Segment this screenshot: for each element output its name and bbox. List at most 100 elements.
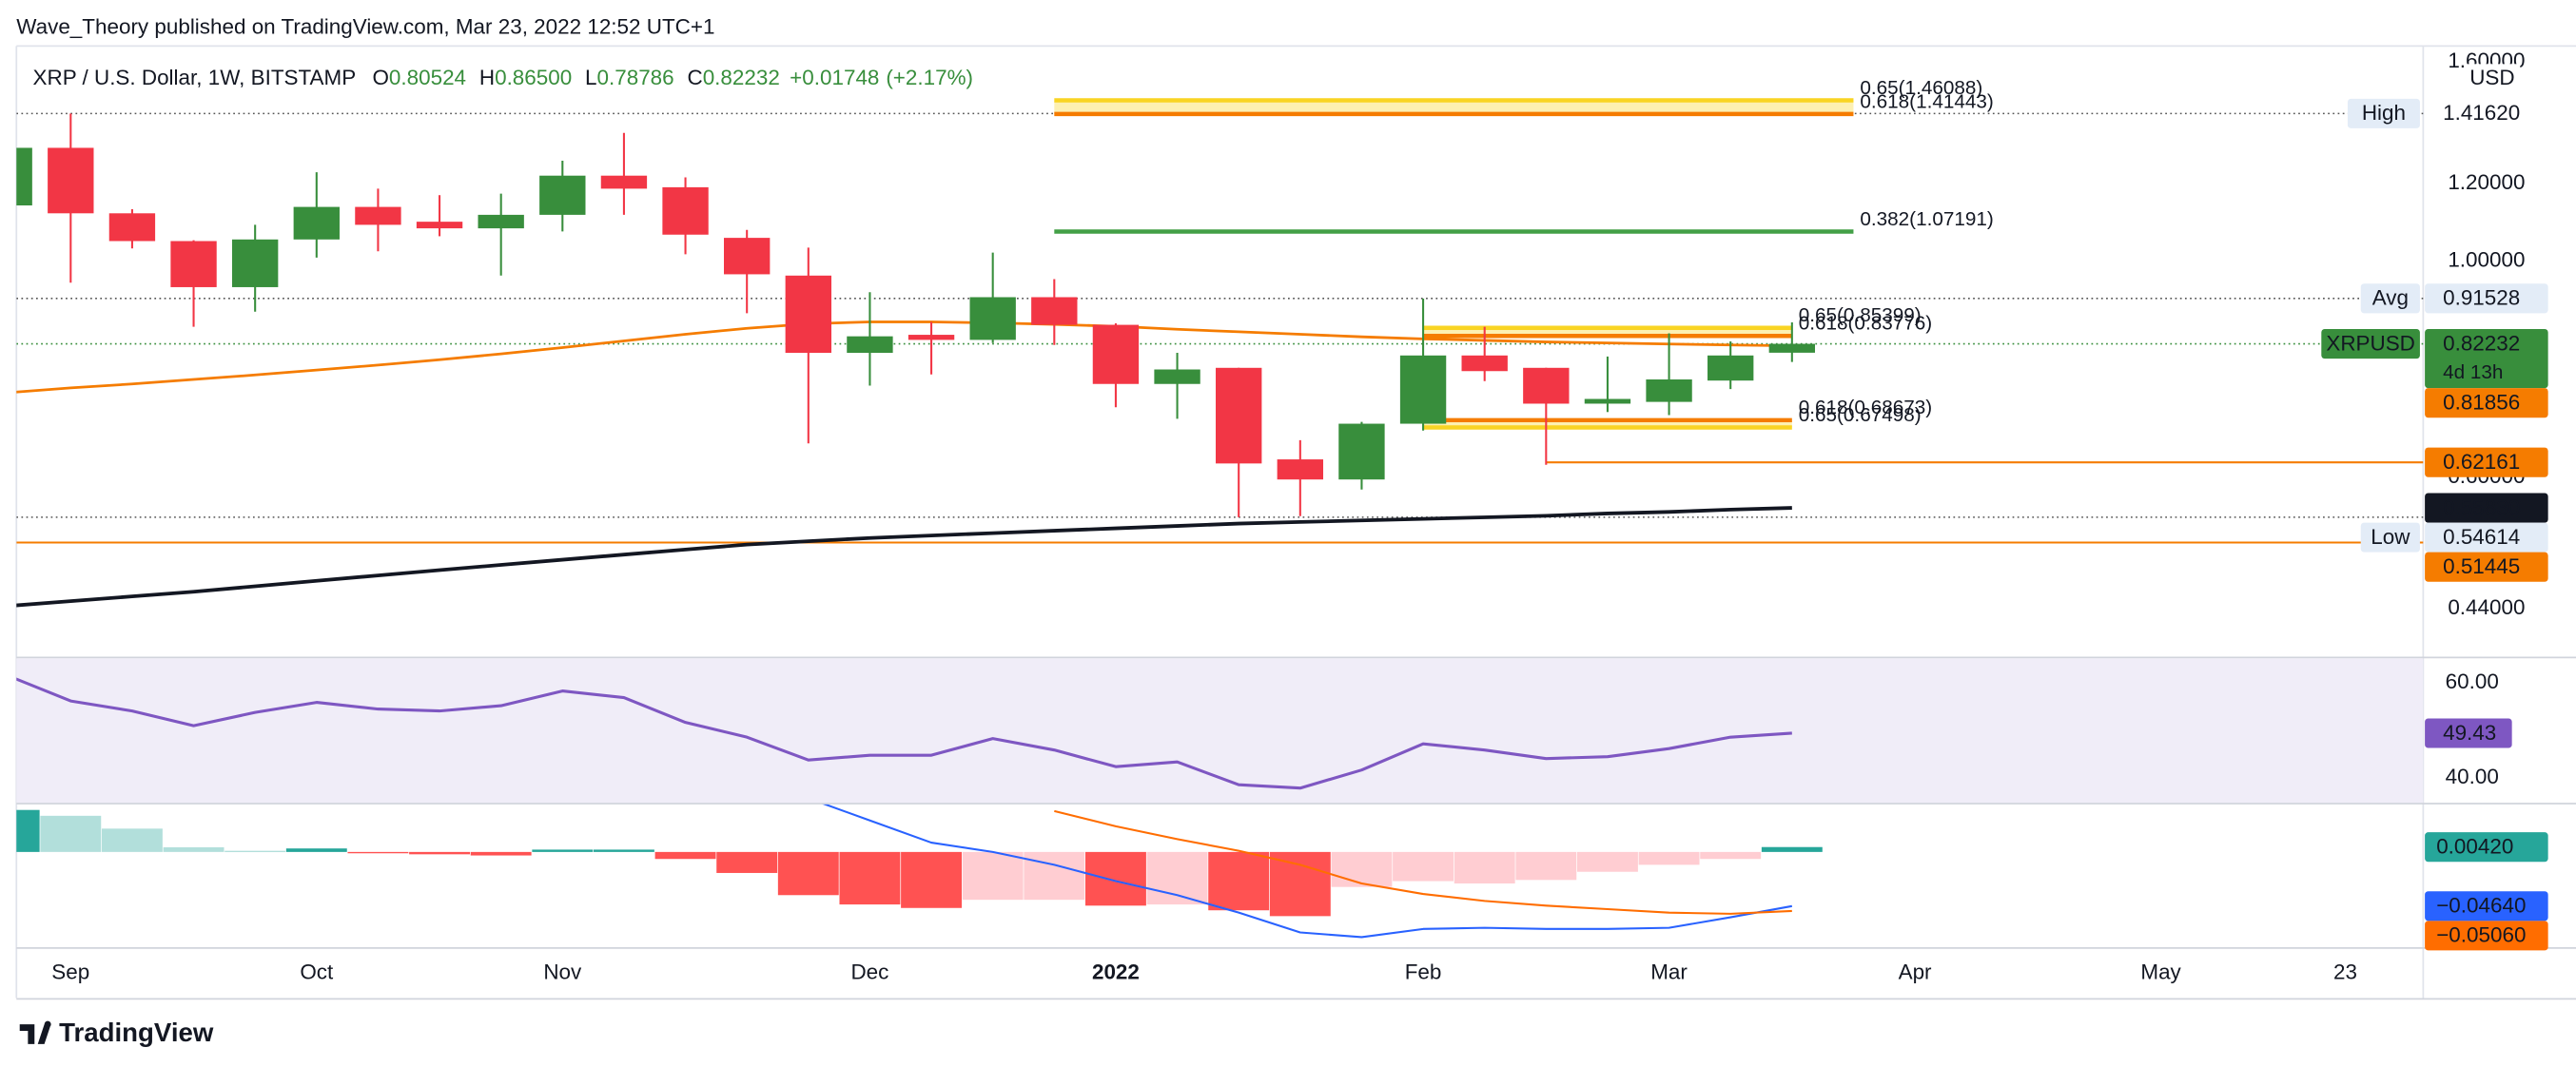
macd-histogram-bar [1454, 851, 1515, 884]
price-tag-label: 0.81856 [2443, 390, 2520, 414]
candle-body [1277, 459, 1323, 480]
price-tag [2425, 552, 2548, 582]
macd-histogram-bar [839, 851, 901, 905]
y-tick-label: 1.00000 [2448, 247, 2525, 271]
brand: TradingView [59, 1018, 214, 1047]
macd-histogram-bar [101, 828, 163, 852]
legend-value: 0.80524 [389, 66, 466, 89]
macd-histogram-bar [347, 851, 409, 854]
macd-histogram-bar [1638, 851, 1700, 865]
candle-body [969, 297, 1016, 340]
fib-zone [1423, 327, 1792, 337]
rsi-pane [16, 658, 2424, 804]
candle-body [108, 213, 156, 242]
fib-label: 0.65(0.67498) [1799, 404, 1922, 426]
x-tick-label: Apr [1899, 960, 1932, 984]
publisher: Wave_Theory published on TradingView.com… [16, 14, 714, 38]
fib-label: 0.618(0.68673) [1799, 397, 1932, 418]
candle-body [1646, 379, 1692, 402]
price-tag [2425, 493, 2548, 523]
y-tick-label: 1.20000 [2448, 170, 2525, 194]
fib-label: 0.65(0.85399) [1799, 304, 1922, 326]
price-tag-label: 0.55830 [2443, 495, 2520, 519]
legend-key: H [479, 66, 495, 89]
macd-histogram-bar [777, 851, 839, 896]
legend-change-percent: (+2.17%) [886, 66, 973, 89]
candle-body [48, 147, 94, 214]
macd-line [1054, 809, 1792, 915]
candle-body [293, 206, 340, 240]
x-tick-label: 23 [2333, 960, 2357, 984]
macd-histogram-bar [470, 851, 532, 856]
x-tick-label: Feb [1405, 960, 1442, 984]
rsi-band [16, 658, 2424, 804]
price-tag-label: 0.51445 [2443, 554, 2520, 578]
price-tag-countdown: 4d 13h [2443, 361, 2503, 383]
price-tag-label: 0.82232 [2443, 331, 2520, 355]
legend-change: +0.01748 [790, 66, 879, 89]
macd-histogram-bar [1576, 851, 1638, 872]
macd-histogram-bar [1331, 851, 1393, 887]
price-tag [2425, 98, 2548, 128]
fib-label: 0.65(1.46088) [1860, 77, 1982, 99]
price-tag-title-box [2347, 98, 2420, 128]
candle-body [231, 239, 279, 287]
price-tag-title: High [2362, 101, 2406, 125]
macd-tag [2425, 832, 2548, 863]
price-tag-title-box [2360, 283, 2420, 314]
x-tick-label: Mar [1650, 960, 1688, 984]
rsi-line [16, 677, 1792, 790]
rsi-tag-label: 49.43 [2443, 721, 2496, 745]
legend: XRP / U.S. Dollar, 1W, BITSTAMP O0.80524 H… [33, 66, 973, 89]
macd-histogram-bar [593, 849, 654, 852]
y-tick-label: 0.44000 [2448, 595, 2525, 619]
x-tick-label: May [2140, 960, 2181, 984]
macd-histogram-bar [285, 848, 347, 852]
price-tags: 1.41620 High 0.91528 Avg 0.82232 4d 13h XRPUSD… [2321, 98, 2548, 951]
candle-body [1461, 355, 1508, 372]
currency: USD [2469, 66, 2514, 89]
candle-body [539, 175, 586, 215]
macd-tag-label: 0.00420 [2436, 835, 2513, 859]
price-tag [2425, 522, 2548, 553]
x-tick-label: Oct [300, 960, 334, 984]
candle-body [1216, 367, 1262, 464]
macd-histogram-bar [163, 846, 224, 852]
x-tick-label: Sep [51, 960, 89, 984]
candle-body [1399, 355, 1447, 424]
x-tick-label: 2022 [1092, 960, 1140, 984]
brand-icon [19, 1020, 51, 1044]
brand-logo: TradingView [19, 1018, 214, 1047]
candle-body [1523, 367, 1570, 404]
candle-body [724, 238, 771, 275]
legend-key: O [372, 66, 388, 89]
macd-histogram-bar [901, 851, 963, 908]
fib-label: 0.382(1.07191) [1860, 208, 1993, 230]
fib-zone [1054, 100, 1854, 114]
ma-line [16, 320, 1792, 394]
price-tag-label: 0.54614 [2443, 525, 2520, 549]
macd-histogram-bar [1515, 851, 1577, 881]
rsi-tick-label: 40.00 [2446, 765, 2499, 788]
macd-histogram-bar [1761, 846, 1823, 852]
price-tag [2425, 447, 2548, 477]
price-tag-title-box [2321, 329, 2420, 359]
candle-body [847, 336, 893, 354]
macd-histogram-bar [716, 851, 778, 873]
macd-tag [2425, 891, 2548, 922]
macd-line [822, 804, 1793, 939]
candle-body [1154, 369, 1200, 384]
macd-histogram-bar [40, 815, 102, 852]
candle-body [170, 241, 217, 287]
x-tick-label: Nov [543, 960, 582, 984]
candle-body [907, 335, 955, 340]
candle-body [662, 186, 709, 235]
macd-histogram-bar [1024, 851, 1085, 901]
macd-histogram-bar [1146, 851, 1208, 905]
macd-tag [2425, 921, 2548, 951]
candle-body [416, 222, 463, 229]
price-tag-title: XRPUSD [2326, 331, 2415, 355]
rsi-tag [2425, 718, 2512, 748]
